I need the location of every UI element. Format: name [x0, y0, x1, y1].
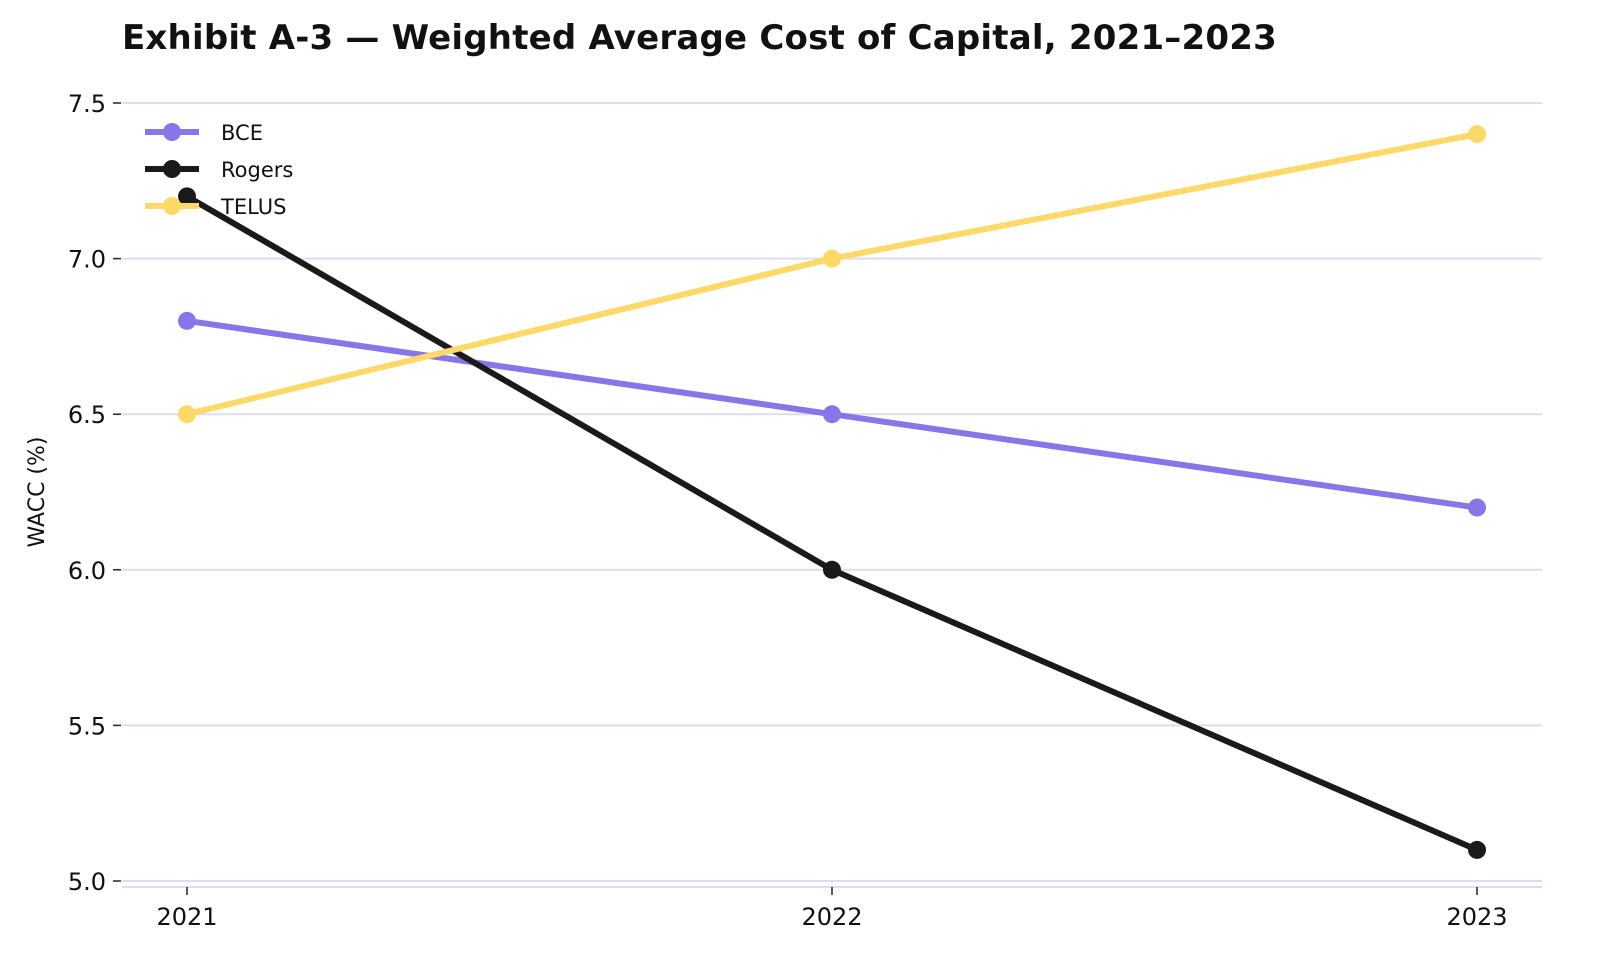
legend: BCE Rogers TELUS — [145, 121, 293, 219]
y-tick-label: 7.5 — [68, 90, 106, 118]
legend-label: Rogers — [221, 158, 293, 182]
x-tick-label: 2022 — [801, 903, 862, 931]
series-bce — [178, 311, 1486, 517]
data-point-bce — [1468, 498, 1486, 517]
y-axis-label: WACC (%) — [25, 437, 50, 548]
series-line-telus — [184, 131, 1480, 418]
legend-swatch-marker — [163, 160, 181, 178]
series-rogers — [178, 187, 1486, 859]
legend-label: TELUS — [220, 195, 286, 219]
series-telus — [178, 125, 1486, 424]
data-point-rogers — [823, 560, 841, 579]
data-point-bce — [823, 405, 841, 424]
x-tick-label: 2021 — [156, 903, 217, 931]
y-tick-label: 5.0 — [68, 868, 106, 896]
data-point-rogers — [1468, 840, 1486, 859]
data-point-telus — [823, 249, 841, 268]
gridlines — [122, 102, 1542, 882]
x-tick-label: 2023 — [1446, 903, 1507, 931]
axes: 5.0 5.5 6.0 6.5 7.0 7.5 2021 2022 2023 — [68, 90, 1542, 931]
data-point-rogers — [178, 187, 196, 206]
legend-swatch-marker — [163, 197, 181, 215]
legend-item-rogers: Rogers — [145, 158, 293, 182]
data-point-telus — [178, 405, 196, 424]
legend-label: BCE — [221, 121, 263, 145]
y-tick-label: 7.0 — [68, 246, 106, 274]
y-tick-label: 6.5 — [68, 401, 106, 429]
series-lines — [178, 125, 1486, 859]
data-point-telus — [1468, 125, 1486, 144]
legend-item-bce: BCE — [145, 121, 263, 145]
chart-title: Exhibit A-3 — Weighted Average Cost of C… — [122, 18, 1277, 58]
series-line-rogers — [184, 193, 1480, 853]
legend-item-telus: TELUS — [145, 195, 286, 219]
legend-swatch-marker — [163, 123, 181, 141]
y-tick-label: 6.0 — [68, 557, 106, 585]
data-point-bce — [178, 311, 196, 330]
y-tick-label: 5.5 — [68, 712, 106, 740]
